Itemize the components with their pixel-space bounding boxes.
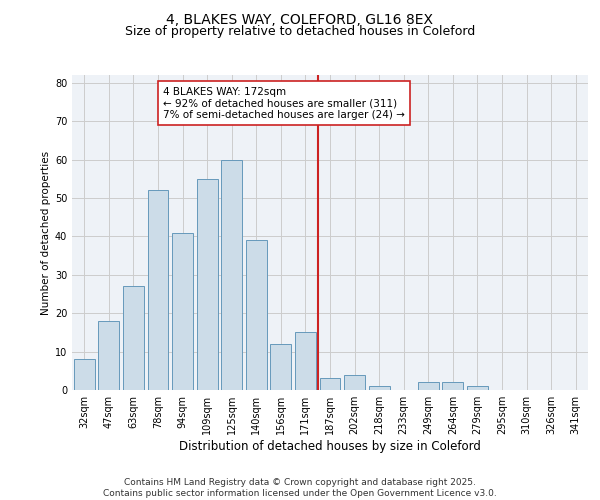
- Bar: [295, 332, 316, 390]
- Text: 4, BLAKES WAY, COLEFORD, GL16 8EX: 4, BLAKES WAY, COLEFORD, GL16 8EX: [167, 12, 433, 26]
- Bar: [123, 286, 144, 390]
- Bar: [418, 382, 439, 390]
- Text: Size of property relative to detached houses in Coleford: Size of property relative to detached ho…: [125, 25, 475, 38]
- Bar: [197, 178, 218, 390]
- Bar: [368, 386, 389, 390]
- Bar: [98, 321, 119, 390]
- Bar: [320, 378, 340, 390]
- Bar: [246, 240, 267, 390]
- Bar: [221, 160, 242, 390]
- Bar: [344, 374, 365, 390]
- Text: Contains HM Land Registry data © Crown copyright and database right 2025.
Contai: Contains HM Land Registry data © Crown c…: [103, 478, 497, 498]
- Bar: [467, 386, 488, 390]
- Y-axis label: Number of detached properties: Number of detached properties: [41, 150, 50, 314]
- Bar: [74, 360, 95, 390]
- Text: 4 BLAKES WAY: 172sqm
← 92% of detached houses are smaller (311)
7% of semi-detac: 4 BLAKES WAY: 172sqm ← 92% of detached h…: [163, 86, 405, 120]
- Bar: [172, 232, 193, 390]
- Bar: [442, 382, 463, 390]
- Bar: [148, 190, 169, 390]
- Bar: [271, 344, 292, 390]
- X-axis label: Distribution of detached houses by size in Coleford: Distribution of detached houses by size …: [179, 440, 481, 453]
